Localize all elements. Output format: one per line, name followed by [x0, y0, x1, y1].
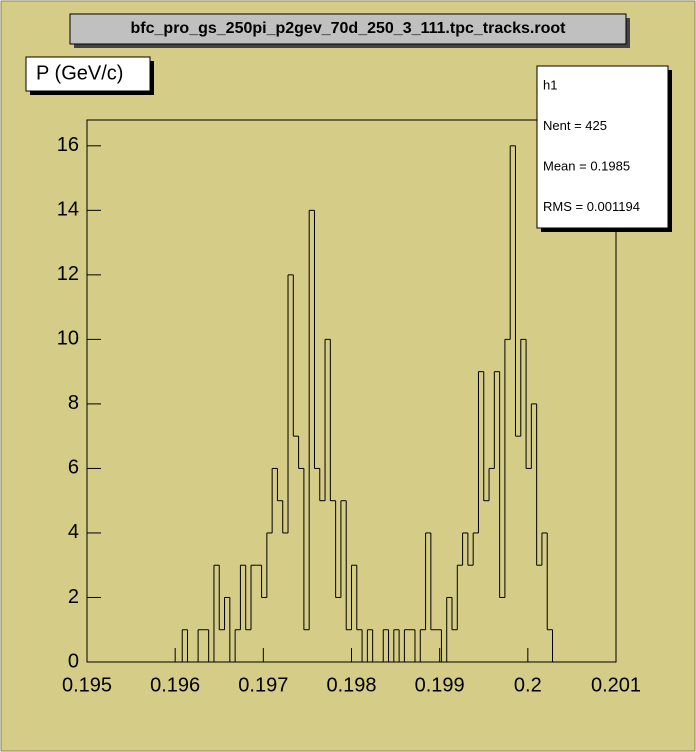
stats-line: Nent = 425	[543, 118, 607, 133]
chart-title: bfc_pro_gs_250pi_p2gev_70d_250_3_111.tpc…	[131, 20, 567, 37]
x-tick-label: 0.199	[415, 674, 465, 696]
y-tick-label: 10	[57, 328, 79, 350]
x-tick-label: 0.196	[150, 674, 200, 696]
stats-line: RMS = 0.001194	[543, 199, 640, 214]
x-tick-label: 0.197	[238, 674, 288, 696]
y-tick-label: 4	[68, 521, 79, 543]
stats-line: Mean = 0.1985	[543, 158, 630, 173]
subtitle-box	[25, 56, 151, 92]
y-tick-label: 2	[68, 586, 79, 608]
x-tick-label: 0.198	[326, 674, 376, 696]
title-box	[69, 13, 627, 45]
x-tick-label: 0.201	[591, 674, 641, 696]
stats-line: h1	[543, 77, 557, 92]
y-tick-label: 16	[57, 134, 79, 156]
y-tick-label: 8	[68, 392, 79, 414]
y-tick-label: 14	[57, 199, 79, 221]
y-tick-label: 6	[68, 457, 79, 479]
stats: h1 Nent = 425 Mean = 0.1985 RMS = 0.001194	[543, 77, 640, 214]
stats-box	[536, 65, 669, 229]
y-tick-label: 12	[57, 263, 79, 285]
y-tick-label: 0	[68, 650, 79, 672]
x-tick-label: 0.195	[62, 674, 112, 696]
subtitle: P (GeV/c)	[36, 62, 123, 84]
plot: 0 2 4 6 8 10 12 14 16 0.195 0.196 0.197 0.198 0.199 0.…	[57, 134, 641, 696]
x-tick-label: 0.2	[514, 674, 542, 696]
